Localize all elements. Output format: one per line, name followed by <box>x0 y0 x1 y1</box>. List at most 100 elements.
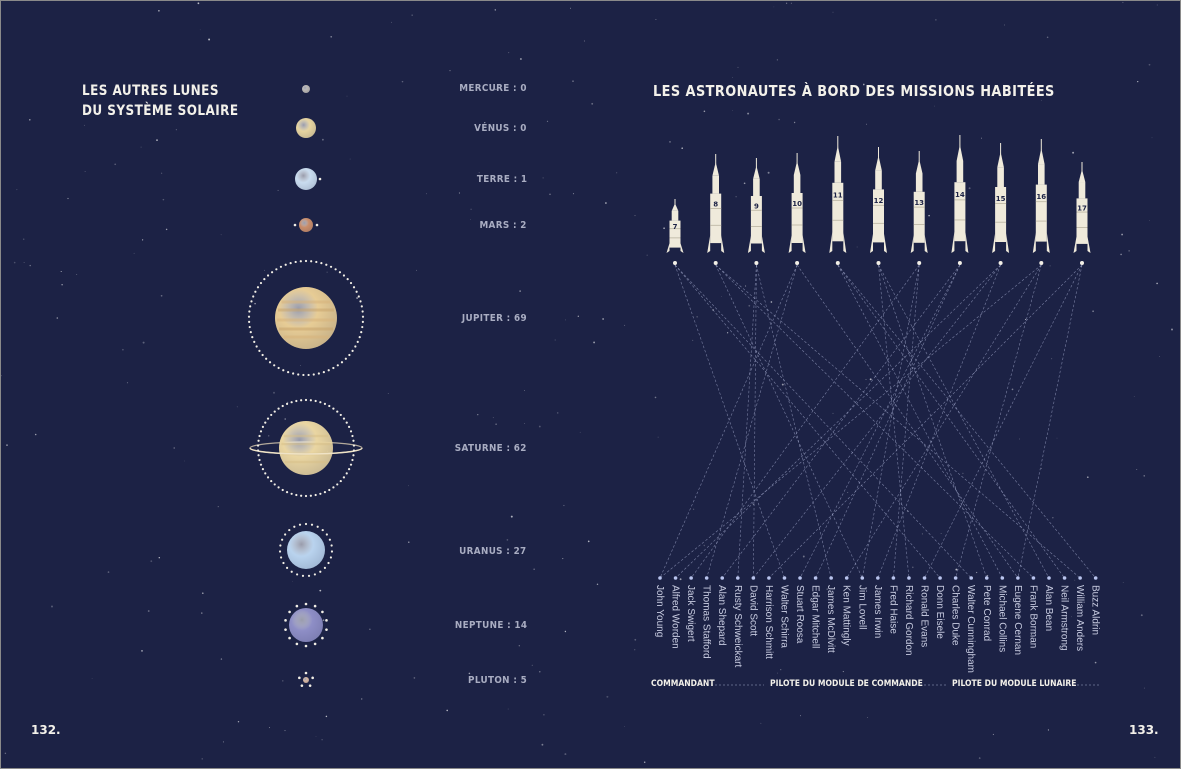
star <box>267 435 270 437</box>
legend-commander: COMMANDANT <box>651 679 715 689</box>
star <box>1121 233 1124 236</box>
moon-dot <box>309 494 312 497</box>
moon-dot <box>338 271 342 274</box>
crew-link <box>756 264 832 579</box>
moon-dot <box>249 305 252 308</box>
crew-link <box>715 264 863 579</box>
star <box>1086 476 1089 479</box>
star <box>542 177 544 179</box>
star <box>867 717 868 718</box>
crew-link <box>955 264 1042 579</box>
astronaut-dot <box>922 576 927 580</box>
star <box>126 382 129 384</box>
star <box>264 269 266 271</box>
star <box>416 269 417 271</box>
star <box>679 578 682 581</box>
moon-dot <box>279 544 282 547</box>
star <box>776 59 779 61</box>
moon-dot <box>273 364 276 367</box>
moon-dot <box>268 361 272 364</box>
mission-number: 17 <box>1077 205 1087 213</box>
moon-dot <box>282 561 285 565</box>
star <box>986 574 989 577</box>
moon-dot <box>321 636 324 640</box>
star <box>122 348 124 351</box>
moon-dot <box>330 550 334 553</box>
star <box>546 120 549 123</box>
astronaut-dot <box>798 576 802 580</box>
right-page-title: LES ASTRONAUTES À BORD DES MISSIONS HABI… <box>653 82 1055 100</box>
mission-number: 14 <box>955 191 965 199</box>
star <box>16 189 18 191</box>
planet-label-neptune: NEPTUNE : 14 <box>454 620 527 631</box>
star <box>175 129 177 131</box>
star <box>832 412 834 414</box>
star <box>201 612 203 614</box>
saturn-ring-front <box>249 447 363 455</box>
star <box>254 302 256 305</box>
planet-body <box>299 218 313 232</box>
mission-number: 16 <box>1036 193 1046 201</box>
crew-link <box>659 264 1042 579</box>
moon-dot <box>356 340 359 343</box>
star <box>565 319 566 321</box>
star <box>655 18 657 21</box>
star <box>577 315 579 317</box>
planet-venus <box>296 118 316 138</box>
legend-command-module-pilot: PILOTE DU MODULE DE COMMANDE <box>770 679 923 689</box>
moon-dot <box>360 305 363 308</box>
planet-body <box>302 85 310 93</box>
moon-dot <box>355 290 358 293</box>
star <box>554 339 556 341</box>
star <box>387 393 389 394</box>
astronaut-dot <box>844 576 849 580</box>
moon-dot <box>270 479 273 483</box>
planet-label-uranus: URANUS : 27 <box>459 546 527 557</box>
star <box>975 571 978 574</box>
astronaut-dot <box>767 576 771 580</box>
star <box>349 158 351 160</box>
astronaut-dot <box>891 576 896 580</box>
star <box>663 227 665 230</box>
moon-dot <box>349 463 353 466</box>
star <box>56 317 59 319</box>
moon-dot <box>352 439 355 442</box>
moon-dot <box>320 262 323 265</box>
star <box>596 583 599 586</box>
star <box>507 708 509 710</box>
moon-dot <box>251 335 254 339</box>
moon-dot <box>252 295 255 298</box>
star <box>1148 63 1151 66</box>
moon-dot <box>304 494 308 498</box>
star <box>1156 4 1158 6</box>
moon-dot <box>345 421 348 424</box>
moon-dot <box>304 259 308 263</box>
star <box>156 139 158 141</box>
star <box>572 193 575 195</box>
star <box>391 21 392 23</box>
star <box>735 196 737 198</box>
star <box>411 14 413 16</box>
star <box>326 271 328 273</box>
star <box>29 119 31 121</box>
moon-dot <box>321 528 324 532</box>
rocket-apollo-17: 17 <box>1073 162 1091 265</box>
star <box>173 447 175 449</box>
moon-dot <box>281 488 284 492</box>
mission-number: 11 <box>833 192 843 200</box>
star <box>692 339 694 341</box>
moon-dot <box>284 628 287 631</box>
astronaut-dot <box>953 576 958 580</box>
moon-dot <box>336 483 339 486</box>
star <box>29 264 31 267</box>
star <box>1046 36 1049 39</box>
star <box>934 105 936 107</box>
moon-dot <box>327 561 330 565</box>
star <box>802 555 805 558</box>
crew-link <box>837 264 1065 579</box>
crew-link <box>861 264 920 579</box>
moon-dot <box>285 402 289 405</box>
star <box>940 533 942 534</box>
moon-dot <box>321 610 324 614</box>
